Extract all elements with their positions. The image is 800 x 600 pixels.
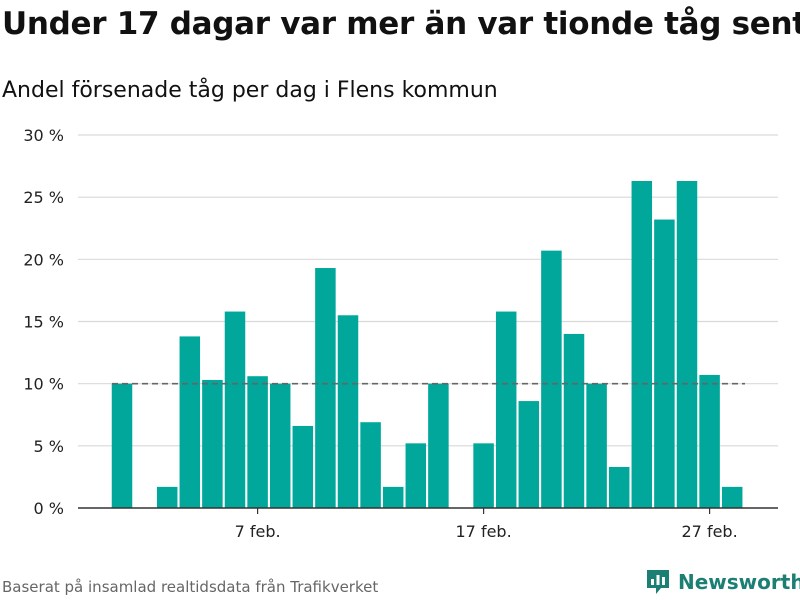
y-tick-label: 25 % (23, 188, 64, 207)
bar (495, 311, 517, 508)
bar (292, 425, 314, 508)
bar (563, 333, 585, 508)
bar (360, 422, 381, 508)
bar (224, 311, 246, 508)
y-axis-ticks: 0 % 5 % 10 % 15 % 20 % 25 % 30 % (23, 126, 64, 518)
bar (405, 443, 427, 508)
bar (156, 486, 178, 508)
x-tick-label: 7 feb. (235, 522, 281, 541)
x-tick-label: 17 feb. (456, 522, 512, 541)
bars (111, 181, 743, 508)
bar (382, 486, 404, 508)
bar (586, 383, 607, 508)
bar (428, 383, 449, 508)
chart-title: Under 17 dagar var mer än var tionde tåg… (2, 6, 800, 42)
chart-subtitle: Andel försenade tåg per dag i Flens komm… (2, 78, 498, 103)
y-tick-label: 10 % (23, 375, 64, 394)
bar (269, 383, 291, 508)
y-tick-label: 30 % (23, 126, 64, 145)
brand-logo-block[interactable]: Newsworthy (644, 568, 800, 596)
y-tick-label: 5 % (34, 437, 64, 456)
bar (518, 401, 540, 508)
bar (473, 443, 494, 508)
bar (541, 250, 562, 508)
y-tick-label: 0 % (34, 499, 64, 518)
bar (699, 374, 720, 508)
bar (608, 466, 630, 508)
bar (111, 383, 133, 508)
bar (247, 376, 268, 508)
bar (202, 379, 223, 508)
bar (721, 486, 743, 508)
bar (676, 181, 698, 508)
bar (631, 181, 653, 508)
x-axis-ticks: 7 feb. 17 feb. 27 feb. (235, 508, 738, 541)
y-tick-label: 15 % (23, 313, 64, 332)
bar (337, 315, 359, 508)
source-note: Baserat på insamlad realtidsdata från Tr… (2, 578, 379, 596)
bar (179, 336, 201, 508)
newsworthy-logo-icon (647, 570, 669, 594)
bar (315, 268, 336, 508)
x-tick-label: 27 feb. (682, 522, 738, 541)
brand-name: Newsworthy (678, 570, 800, 594)
bar (654, 219, 675, 508)
y-tick-label: 20 % (23, 250, 64, 269)
